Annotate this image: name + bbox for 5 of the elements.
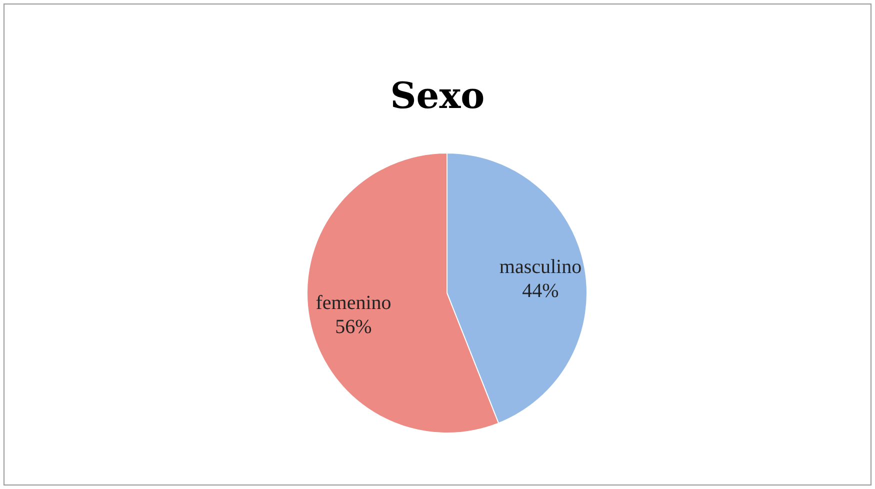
data-label: 56% xyxy=(335,316,372,338)
chart-title: Sexo xyxy=(390,75,485,117)
slice-label: femenino xyxy=(316,292,392,314)
slice-label: masculino xyxy=(499,256,582,278)
data-label: 44% xyxy=(522,280,559,302)
